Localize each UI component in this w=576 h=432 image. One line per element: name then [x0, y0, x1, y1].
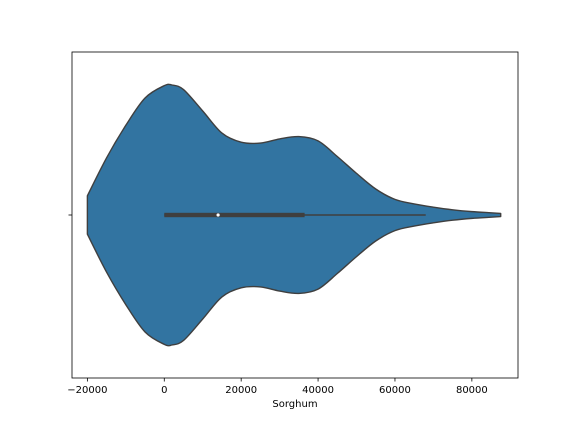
box-layer	[164, 212, 426, 218]
x-tick-label: 40000	[302, 385, 334, 396]
x-tick-label: 0	[161, 385, 167, 396]
x-tick-label: 80000	[456, 385, 488, 396]
x-tick-label: −20000	[67, 385, 107, 396]
median-marker	[216, 213, 220, 217]
x-tick-label: 60000	[379, 385, 411, 396]
x-axis-label: Sorghum	[272, 399, 317, 410]
x-axis: −20000 0 20000 40000 60000 80000	[67, 378, 488, 396]
x-tick-label: 20000	[225, 385, 257, 396]
interquartile-box	[164, 212, 305, 218]
